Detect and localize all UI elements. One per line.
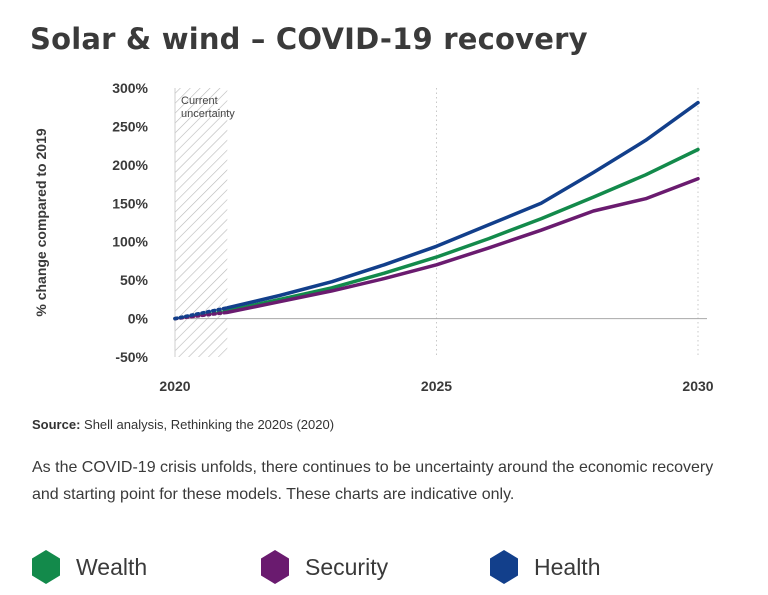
y-tick-label: 200%: [112, 157, 148, 173]
legend-label-health: Health: [534, 553, 601, 580]
legend-item-security: Security: [259, 549, 488, 585]
source-text: Shell analysis, Rethinking the 2020s (20…: [80, 417, 335, 432]
chart-title: Solar & wind – COVID-19 recovery: [30, 22, 588, 56]
legend-label-security: Security: [305, 553, 389, 580]
x-tick-label: 2020: [159, 378, 190, 394]
line-chart: Current uncertainty 300% 250% 200% 150% 100% 50…: [33, 80, 714, 394]
source-label: Source:: [32, 417, 81, 432]
legend: Wealth Security Health: [30, 549, 717, 585]
series-line-health-uncertain: [173, 306, 230, 321]
y-tick-label: 0%: [128, 311, 149, 327]
y-tick-label: 300%: [112, 80, 148, 96]
y-tick-label: 150%: [112, 195, 148, 211]
hexagon-icon: [261, 550, 289, 584]
y-tick-label: 250%: [112, 118, 148, 134]
x-tick-label: 2025: [421, 378, 452, 394]
hexagon-icon: [32, 550, 60, 584]
uncertainty-label-line: Current: [181, 95, 218, 107]
uncertainty-label: Current uncertainty: [181, 95, 235, 120]
uncertainty-label-line: uncertainty: [181, 108, 235, 120]
series-line-security: [225, 176, 700, 315]
series-line-health: [225, 100, 700, 310]
legend-item-wealth: Wealth: [30, 549, 259, 585]
y-tick-label: 100%: [112, 234, 148, 250]
y-axis-title: % change compared to 2019: [33, 128, 49, 317]
source-note: Source: Shell analysis, Rethinking the 2…: [32, 417, 334, 432]
y-tick-label: -50%: [115, 349, 148, 365]
hexagon-icon: [490, 550, 518, 584]
x-tick-label: 2030: [682, 378, 713, 394]
legend-item-health: Health: [488, 549, 717, 585]
legend-label-wealth: Wealth: [76, 553, 148, 580]
y-tick-label: 50%: [120, 272, 149, 288]
series-line-wealth: [225, 147, 700, 313]
description-text: As the COVID-19 crisis unfolds, there co…: [32, 459, 714, 503]
